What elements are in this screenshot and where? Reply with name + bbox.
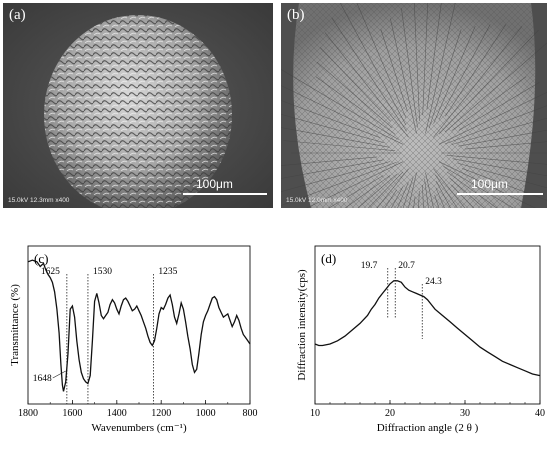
scale-bar-b	[457, 193, 543, 195]
x-tick-label: 1400	[107, 408, 127, 419]
x-tick-label: 800	[243, 408, 258, 419]
annotation-label: 1625	[41, 267, 60, 277]
annotation-label: 1648	[33, 374, 52, 384]
xrd-chart: 10 20 30 40 19.7 20.7 24.3 (d) Diffraction angle…	[296, 245, 545, 434]
scale-bar-a	[183, 193, 267, 195]
annotation-label: 20.7	[398, 261, 415, 271]
plot-frame	[27, 245, 251, 405]
y-axis-label: Diffraction intensity(cps)	[296, 269, 308, 381]
plot-frame	[314, 245, 541, 405]
sem-image-a-graphic	[3, 3, 273, 208]
x-tick-label: 1200	[151, 408, 171, 419]
x-tick-label: 20	[385, 408, 395, 419]
series-line	[314, 280, 541, 377]
ftir-chart: 1800 1600 1400 1200 1000 800 1625 1530 1235 1648 (…	[9, 245, 258, 434]
annotation-label: 1530	[93, 267, 112, 277]
x-axis-label: Diffraction angle (2 θ )	[377, 422, 479, 434]
panel-label: (c)	[34, 251, 48, 266]
annotation-pointer	[52, 370, 66, 379]
x-tick-label: 1000	[196, 408, 216, 419]
sem-meta-a: 15.0kV 12.3mm x400	[8, 197, 70, 204]
annotation-label: 24.3	[425, 277, 442, 287]
x-tick-label: 30	[460, 408, 470, 419]
annotation-label: 1235	[158, 267, 177, 277]
y-axis-label: Transmittance (%)	[9, 284, 21, 366]
sem-image-b: (b) 15.0kV 12.0mm x400 100μm	[281, 3, 547, 208]
x-tick-label: 1600	[62, 408, 82, 419]
scale-label-a: 100μm	[196, 177, 233, 191]
panel-label-a: (a)	[9, 7, 26, 23]
series-line	[27, 259, 251, 392]
scale-label-b: 100μm	[471, 177, 508, 191]
x-tick-label: 40	[535, 408, 545, 419]
annotation-label: 19.7	[361, 261, 378, 271]
sem-meta-b: 15.0kV 12.0mm x400	[286, 197, 348, 204]
x-tick-label: 10	[310, 408, 320, 419]
x-axis-label: Wavenumbers (cm⁻¹)	[91, 422, 187, 434]
x-tick-label: 1800	[18, 408, 38, 419]
panel-label: (d)	[321, 251, 336, 266]
sem-image-a: (a) 15.0kV 12.3mm x400 100μm	[3, 3, 273, 208]
panel-label-b: (b)	[287, 7, 305, 23]
sem-image-b-graphic	[281, 3, 547, 208]
